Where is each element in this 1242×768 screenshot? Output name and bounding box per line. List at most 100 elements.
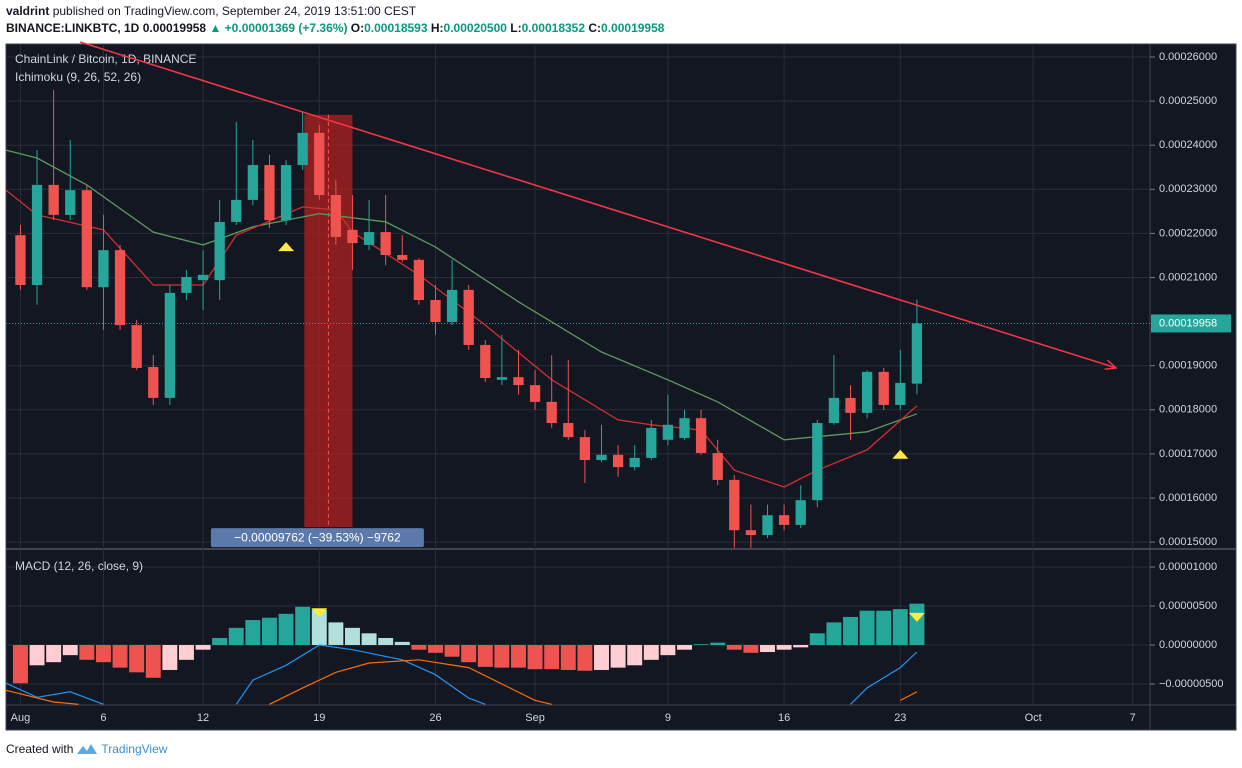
candle-body — [729, 479, 740, 531]
y-tick-label: 0.00001000 — [1159, 561, 1217, 573]
candle-body — [480, 344, 491, 379]
candle-body — [795, 500, 806, 525]
candle-body — [181, 277, 192, 293]
macd-title: MACD (12, 26, close, 9) — [15, 559, 143, 573]
candle-body — [430, 299, 441, 323]
candle-body — [911, 323, 923, 384]
macd-bar — [129, 645, 145, 673]
candle-body — [31, 184, 43, 285]
y-tick-label: 0.00025000 — [1159, 95, 1217, 107]
candle-body — [363, 232, 375, 245]
ichimoku-line — [6, 149, 918, 441]
ohlc-key: C: — [588, 21, 602, 35]
footer-brand[interactable]: TradingView — [101, 742, 168, 756]
candle-body — [164, 292, 176, 398]
ohlc-key: L: — [510, 21, 522, 35]
macd-bar — [62, 645, 78, 656]
macd-bar — [511, 645, 526, 668]
candle-body — [762, 515, 773, 536]
macd-bar — [278, 613, 294, 646]
candle-body — [131, 325, 142, 368]
candle-body — [612, 454, 624, 468]
macd-bar — [743, 645, 759, 653]
last: 0.00019958 — [142, 21, 207, 35]
macd-bar — [411, 645, 427, 650]
macd-pane — [6, 603, 925, 705]
macd-bar — [544, 645, 560, 670]
macd-bar — [46, 645, 62, 663]
macd-bar — [677, 645, 692, 650]
y-tick-label: 0.00017000 — [1159, 448, 1217, 460]
macd-bar — [876, 610, 892, 646]
y-tick-label: 0.00023000 — [1159, 183, 1217, 195]
y-tick-label: 0.00019000 — [1159, 360, 1217, 372]
macd-bar — [145, 645, 161, 678]
x-tick-label: 23 — [894, 712, 906, 724]
footer: Created with TradingView — [6, 742, 167, 756]
y-tick-label: 0.00000000 — [1159, 639, 1217, 651]
symbol: BINANCE:LINKBTC, 1D — [6, 21, 140, 35]
macd-bar — [12, 645, 28, 684]
measure-label: −0.00009762 (−39.53%) −9762 — [234, 530, 401, 544]
candle-body — [845, 397, 856, 413]
macd-bar — [577, 645, 593, 671]
x-tick-label: 6 — [100, 712, 106, 724]
candle-body — [15, 235, 26, 285]
x-tick-label: 19 — [313, 712, 325, 724]
macd-bar — [95, 645, 111, 663]
macd-bar — [477, 645, 493, 667]
signal-marker — [892, 449, 909, 459]
macd-bar — [610, 645, 626, 668]
y-tick-label: 0.00024000 — [1159, 139, 1217, 151]
x-tick-label: 12 — [197, 712, 209, 724]
candle-body — [231, 199, 242, 222]
candle-body — [264, 165, 275, 221]
candle-body — [397, 255, 408, 260]
candle-body — [347, 229, 358, 244]
published: published on TradingView.com, September … — [52, 4, 417, 18]
x-tick-label: 26 — [429, 712, 441, 724]
candle-body — [413, 259, 425, 300]
y-tick-label: 0.00016000 — [1159, 492, 1217, 504]
author: valdrint — [6, 4, 50, 18]
ohlc-value: 0.00019958 — [601, 21, 665, 35]
macd-bar — [361, 633, 377, 646]
candle-body — [745, 530, 757, 536]
y-tick-label: 0.00021000 — [1159, 271, 1217, 283]
macd-bar — [843, 616, 858, 646]
candle-body — [297, 132, 308, 166]
macd-bar — [494, 645, 510, 668]
macd-bar — [892, 609, 908, 646]
last-price-label: 0.00019958 — [1159, 317, 1217, 329]
candle-body — [579, 437, 591, 461]
x-tick-label: Aug — [11, 712, 31, 724]
candle-body — [679, 418, 690, 439]
macd-bar — [344, 627, 360, 646]
macd-bar — [710, 642, 726, 646]
y-tick-label: −0.00000500 — [1159, 678, 1224, 690]
candle-body — [778, 515, 790, 525]
candle-body — [48, 184, 59, 215]
signal-line — [6, 659, 918, 705]
macd-bar — [261, 617, 277, 646]
ohlc-value: 0.00020500 — [443, 21, 507, 35]
candle-body — [629, 457, 640, 468]
macd-bar — [212, 637, 228, 646]
macd-bar — [195, 645, 211, 650]
x-tick-label: 16 — [778, 712, 790, 724]
signal-marker — [311, 608, 328, 618]
macd-bar — [793, 645, 809, 648]
ohlc-value: 0.00018352 — [521, 21, 586, 35]
candle-body — [695, 418, 707, 454]
candle-body — [280, 165, 292, 221]
macd-bar — [245, 620, 261, 646]
footer-created: Created with — [6, 742, 74, 756]
x-tick-label: 9 — [665, 712, 671, 724]
candle-body — [828, 397, 840, 424]
macd-bar — [826, 622, 842, 646]
candle-body — [563, 423, 574, 438]
ohlc-key: H: — [430, 21, 444, 35]
candle-body — [98, 250, 109, 288]
last-price-box — [1151, 314, 1231, 333]
